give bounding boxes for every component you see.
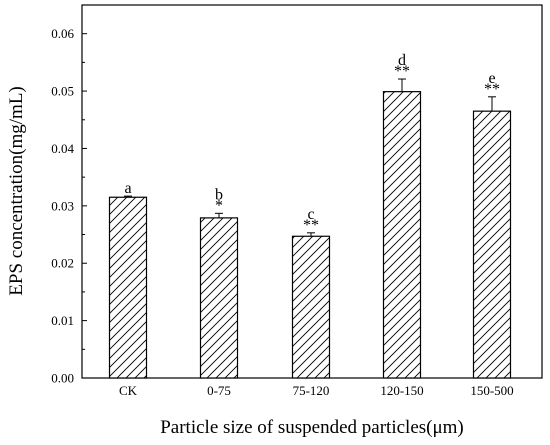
bar-CK <box>108 196 148 379</box>
bar-150-500 <box>472 110 512 379</box>
significance-stars: ** <box>394 63 410 80</box>
group-letter: a <box>124 180 131 197</box>
x-tick-label: 0-75 <box>207 383 231 398</box>
x-tick-label: CK <box>119 383 138 398</box>
x-axis-title: Particle size of suspended particles(μm) <box>160 417 464 438</box>
y-tick-label: 0.05 <box>51 84 74 99</box>
significance-stars: ** <box>484 81 500 98</box>
group-letter: d <box>398 52 406 69</box>
significance-labels: a*b**c**d**e <box>124 52 500 234</box>
y-tick-label: 0.04 <box>51 141 74 156</box>
group-letter: b <box>215 186 223 203</box>
x-tick-label: 75-120 <box>293 383 330 398</box>
y-tick-label: 0.03 <box>51 198 74 213</box>
bar-120-150 <box>382 91 422 379</box>
significance-stars: ** <box>303 217 319 234</box>
bars-group <box>108 78 512 379</box>
x-axis: CK 0-75 75-120 120-150 150-500 <box>119 373 514 398</box>
group-letter: e <box>488 70 495 87</box>
y-axis: 0.00 0.01 0.02 0.03 0.04 0.05 0.06 <box>51 26 87 386</box>
significance-stars: * <box>215 197 223 214</box>
bar-0-75 <box>199 217 239 379</box>
group-letter: c <box>307 206 314 223</box>
y-tick-label: 0.00 <box>51 371 74 386</box>
y-tick-label: 0.02 <box>51 256 74 271</box>
y-axis-title: EPS concentration(mg/mL) <box>6 86 27 295</box>
x-tick-label: 150-500 <box>470 383 513 398</box>
y-tick-label: 0.06 <box>51 26 74 41</box>
x-tick-label: 120-150 <box>380 383 423 398</box>
y-tick-label: 0.01 <box>51 313 74 328</box>
bar-75-120 <box>291 235 331 379</box>
